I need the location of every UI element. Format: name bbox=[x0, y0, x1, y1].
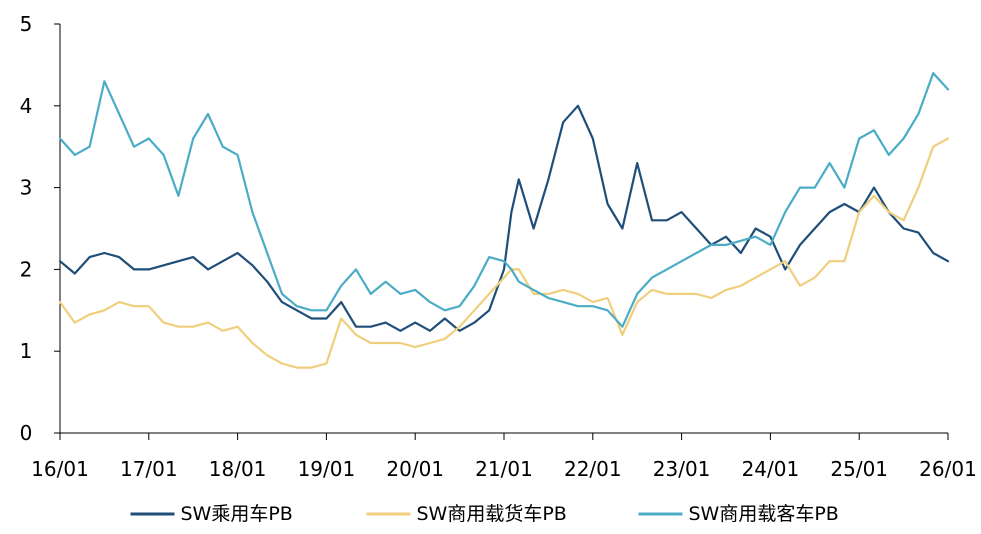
legend-label-1: SW乘用车PB bbox=[181, 503, 293, 525]
x-tick-label: 22/01 bbox=[564, 457, 622, 481]
y-tick-label: 5 bbox=[20, 12, 33, 36]
series-line-2 bbox=[58, 137, 950, 369]
y-tick-label: 2 bbox=[20, 257, 33, 281]
y-tick-label: 4 bbox=[20, 94, 33, 118]
legend: SW乘用车PB SW商用载货车PB SW商用载客车PB bbox=[130, 503, 839, 525]
x-tick-label: 18/01 bbox=[209, 457, 267, 481]
legend-label-2: SW商用载货车PB bbox=[417, 503, 567, 525]
series-line-1 bbox=[58, 104, 950, 332]
series-line-3 bbox=[58, 71, 950, 328]
x-tick-label: 26/01 bbox=[919, 457, 977, 481]
x-tick-label: 25/01 bbox=[830, 457, 888, 481]
x-tick-label: 21/01 bbox=[475, 457, 533, 481]
y-tick-label: 0 bbox=[20, 421, 33, 445]
x-tick-label: 19/01 bbox=[298, 457, 356, 481]
x-tick-label: 23/01 bbox=[653, 457, 711, 481]
series-lines bbox=[58, 71, 950, 369]
x-tick-label: 24/01 bbox=[742, 457, 800, 481]
x-tick-label: 20/01 bbox=[386, 457, 444, 481]
legend-label-3: SW商用载客车PB bbox=[689, 503, 839, 525]
x-tick-label: 17/01 bbox=[120, 457, 178, 481]
y-tick-label: 3 bbox=[20, 176, 33, 200]
axes: 0 1 2 3 4 5 16/01 17/01 18/01 19/01 20/01 21/01 22/0… bbox=[20, 12, 977, 481]
x-tick-label: 16/01 bbox=[31, 457, 89, 481]
y-tick-label: 1 bbox=[20, 339, 33, 363]
